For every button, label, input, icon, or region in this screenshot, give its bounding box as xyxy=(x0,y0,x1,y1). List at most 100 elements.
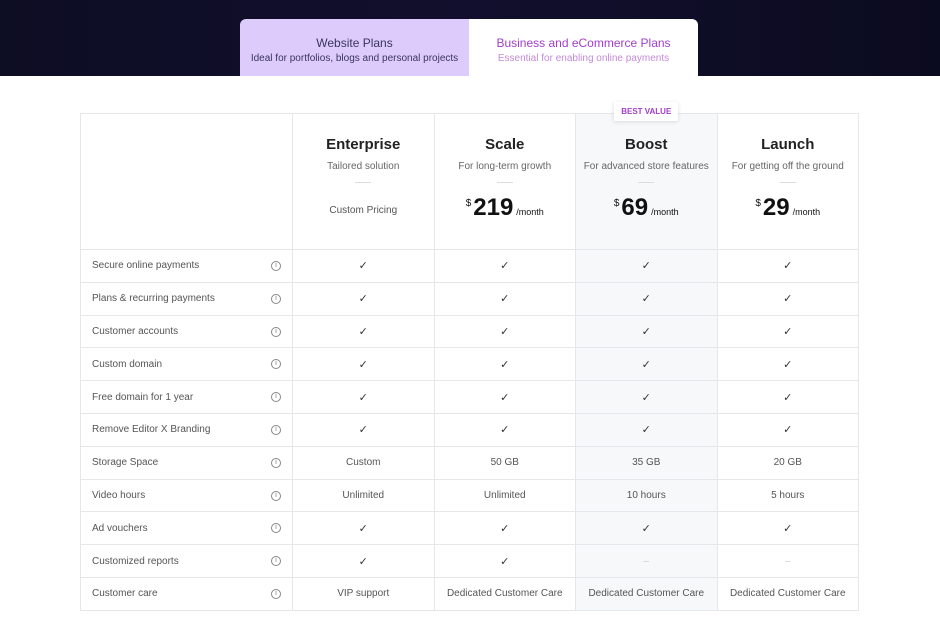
feature-label-cell: Plans & recurring payments i xyxy=(80,281,293,316)
plan-tagline: For getting off the ground xyxy=(731,161,844,172)
check-icon: ✓ xyxy=(500,325,510,338)
check-icon: ✓ xyxy=(641,424,651,437)
feature-value-cell: ✓ xyxy=(575,347,718,382)
plan-price: $219/month xyxy=(435,195,576,221)
plan-comparison-table: Enterprise Tailored solution Custom Pric… xyxy=(80,102,859,611)
feature-value-cell: ✓ xyxy=(575,511,718,546)
tab-subtitle: Essential for enabling online payments xyxy=(497,53,670,64)
divider xyxy=(638,182,655,183)
info-icon[interactable]: i xyxy=(271,359,281,370)
feature-value-cell: Custom xyxy=(292,445,435,480)
feature-label: Video hours xyxy=(92,489,146,501)
check-icon: ✓ xyxy=(500,555,510,568)
info-icon[interactable]: i xyxy=(271,293,281,304)
info-icon[interactable]: i xyxy=(271,556,281,567)
feature-label-cell: Video hours i xyxy=(80,478,293,513)
info-icon[interactable]: i xyxy=(271,523,281,534)
plan-tagline: Tailored solution xyxy=(327,161,400,172)
feature-label: Remove Editor X Branding xyxy=(92,424,211,436)
info-icon[interactable]: i xyxy=(271,457,281,468)
feature-value-cell: 20 GB xyxy=(716,445,859,480)
feature-label: Custom domain xyxy=(92,358,163,370)
divider xyxy=(355,182,372,183)
check-icon: ✓ xyxy=(500,391,510,404)
table-row: Customer accounts i ✓ ✓ ✓ ✓ xyxy=(80,314,859,349)
feature-value-cell: ✓ xyxy=(433,314,576,349)
feature-value: Unlimited xyxy=(483,489,526,501)
info-icon[interactable]: i xyxy=(271,490,281,501)
feature-value-cell: ✓ xyxy=(433,347,576,382)
feature-value-cell: – xyxy=(716,544,859,578)
feature-value-cell: 35 GB xyxy=(575,445,718,480)
plan-name: Scale xyxy=(485,136,525,153)
info-icon[interactable]: i xyxy=(271,392,281,403)
feature-value-cell: ✓ xyxy=(575,380,718,414)
check-icon: ✓ xyxy=(783,522,793,535)
plan-type-tabs: Website Plans Ideal for portfolios, blog… xyxy=(240,19,698,76)
feature-value-cell: ✓ xyxy=(575,314,718,349)
feature-label: Ad vouchers xyxy=(92,522,148,534)
tab-website-plans[interactable]: Website Plans Ideal for portfolios, blog… xyxy=(240,19,469,76)
header-empty-cell xyxy=(80,113,293,250)
check-icon: ✓ xyxy=(500,260,510,273)
table-row: Remove Editor X Branding i ✓ ✓ ✓ ✓ xyxy=(80,412,859,447)
table-row: Customer care i VIP support Dedicated Custo… xyxy=(80,576,859,611)
plan-header-launch: Launch For getting off the ground $29/mo… xyxy=(716,113,859,250)
feature-label-cell: Secure online payments i xyxy=(80,249,293,283)
table-row: Secure online payments i ✓ ✓ ✓ ✓ xyxy=(80,249,859,283)
info-icon[interactable]: i xyxy=(271,326,281,337)
plan-header-boost: BEST VALUE Boost For advanced store featu… xyxy=(575,102,718,250)
divider xyxy=(496,182,513,183)
feature-value: Unlimited xyxy=(342,489,385,501)
check-icon: ✓ xyxy=(358,555,368,568)
feature-value-cell: ✓ xyxy=(292,544,435,578)
feature-value: 35 GB xyxy=(632,457,661,469)
check-icon: ✓ xyxy=(358,391,368,404)
check-icon: ✓ xyxy=(500,358,510,371)
table-row: Ad vouchers i ✓ ✓ ✓ ✓ xyxy=(80,511,859,546)
feature-value: Dedicated Customer Care xyxy=(588,588,705,600)
feature-value-cell: ✓ xyxy=(292,511,435,546)
feature-value-cell: 5 hours xyxy=(716,478,859,513)
info-icon[interactable]: i xyxy=(271,588,281,599)
currency: $ xyxy=(465,198,472,209)
currency: $ xyxy=(613,198,620,209)
feature-label-cell: Storage Space i xyxy=(80,445,293,480)
feature-value-cell: ✓ xyxy=(292,412,435,447)
plan-tagline: For advanced store features xyxy=(583,161,709,172)
check-icon: ✓ xyxy=(641,293,651,306)
feature-value-cell: ✓ xyxy=(433,511,576,546)
feature-value-cell: ✓ xyxy=(292,380,435,414)
check-icon: ✓ xyxy=(783,424,793,437)
feature-value-cell: ✓ xyxy=(716,380,859,414)
divider xyxy=(779,182,796,183)
check-icon: ✓ xyxy=(641,358,651,371)
feature-label: Customized reports xyxy=(92,555,179,567)
plan-header-scale: Scale For long-term growth $219/month xyxy=(433,113,576,250)
check-icon: ✓ xyxy=(783,391,793,404)
feature-label-cell: Free domain for 1 year i xyxy=(80,380,293,414)
tab-business-ecommerce-plans[interactable]: Business and eCommerce Plans Essential f… xyxy=(469,19,698,76)
price-amount: 29 xyxy=(762,194,790,221)
price-amount: 69 xyxy=(621,194,649,221)
check-icon: ✓ xyxy=(783,325,793,338)
plan-name: Boost xyxy=(625,136,668,153)
info-icon[interactable]: i xyxy=(271,424,281,435)
plan-price: $29/month xyxy=(718,195,859,221)
feature-value-cell: Dedicated Customer Care xyxy=(433,576,576,611)
feature-value-cell: ✓ xyxy=(433,544,576,578)
feature-value-cell: ✓ xyxy=(716,511,859,546)
table-row: Customized reports i ✓ ✓ – – xyxy=(80,544,859,578)
feature-label-cell: Customized reports i xyxy=(80,544,293,578)
check-icon: ✓ xyxy=(641,260,651,273)
feature-label: Plans & recurring payments xyxy=(92,293,215,305)
check-icon: ✓ xyxy=(358,325,368,338)
price-amount: 219 xyxy=(473,194,514,221)
dash-icon: – xyxy=(784,555,791,567)
feature-value-cell: ✓ xyxy=(575,412,718,447)
feature-value-cell: ✓ xyxy=(292,281,435,316)
feature-label-cell: Customer care i xyxy=(80,576,293,611)
feature-value-cell: ✓ xyxy=(716,347,859,382)
info-icon[interactable]: i xyxy=(271,261,281,271)
tab-title: Business and eCommerce Plans xyxy=(496,36,671,50)
